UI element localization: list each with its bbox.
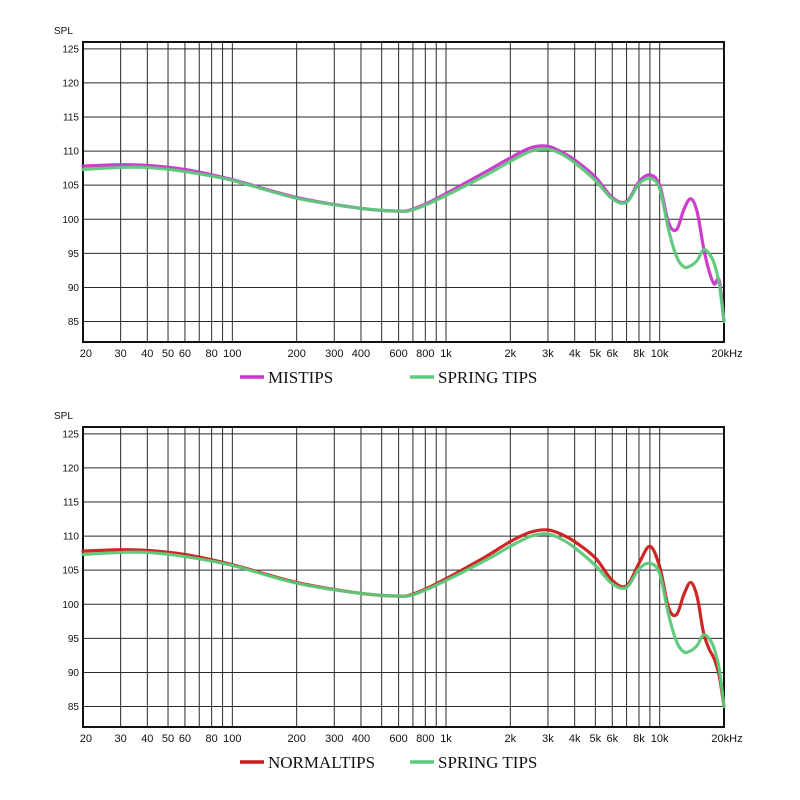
y-tick-label: 90 (68, 283, 80, 294)
x-tick-label: 8k (633, 348, 645, 360)
x-tick-label: 5k (590, 733, 602, 745)
x-tick-label: 300 (325, 348, 343, 360)
chart-normaltips-vs-spring-tips: SPL 85 90 95 100 105 110 115 120 125 20 30 40 50 60 80 1… (54, 411, 743, 772)
x-tick-label: 100 (223, 348, 241, 360)
x-tick-label: 600 (389, 733, 407, 745)
y-tick-label: 100 (62, 215, 79, 226)
x-tick-label: 200 (287, 348, 305, 360)
y-tick-label: 120 (62, 78, 79, 89)
x-tick-label: 3k (542, 348, 554, 360)
y-tick-label: 110 (63, 147, 79, 158)
legend-label: SPRING TIPS (438, 368, 537, 387)
x-tick-label: 10k (651, 348, 669, 360)
x-tick-label: 60 (179, 348, 191, 360)
chart-mistips-vs-spring-tips: SPL 85 90 95 100 105 110 115 120 125 20 30 40 50 60 80 1… (54, 26, 743, 387)
x-tick-label: 20 (80, 733, 92, 745)
x-tick-label: 30 (114, 348, 126, 360)
x-tick-label: 6k (606, 348, 618, 360)
y-tick-label: 85 (68, 702, 80, 713)
x-tick-label: 80 (206, 348, 218, 360)
x-tick-label: 300 (325, 733, 343, 745)
x-tick-label: 4k (569, 348, 581, 360)
x-tick-label: 20kHz (711, 733, 742, 745)
y-tick-label: 85 (68, 317, 80, 328)
x-tick-label: 400 (352, 733, 370, 745)
series-line-spring-tips (81, 532, 726, 709)
plot-frame (82, 41, 725, 343)
x-tick-label: 800 (416, 733, 434, 745)
x-tick-label: 40 (141, 348, 153, 360)
y-tick-label: 105 (62, 566, 79, 577)
x-tick-label: 50 (162, 348, 174, 360)
x-tick-label: 4k (569, 733, 581, 745)
plot-frame (82, 426, 725, 728)
x-tick-label: 3k (542, 733, 554, 745)
x-tick-label: 2k (505, 733, 517, 745)
series-line-spring-tips (81, 147, 726, 324)
x-tick-label: 60 (179, 733, 191, 745)
legend-label: NORMALTIPS (268, 753, 375, 772)
x-tick-label: 2k (505, 348, 517, 360)
y-tick-label: 100 (62, 600, 79, 611)
y-tick-label: 115 (63, 498, 79, 509)
y-tick-label: 105 (62, 181, 79, 192)
x-tick-label: 80 (206, 733, 218, 745)
y-tick-label: 120 (62, 463, 79, 474)
y-tick-label: 95 (68, 634, 80, 645)
x-tick-label: 40 (141, 733, 153, 745)
legend-label: SPRING TIPS (438, 753, 537, 772)
x-tick-label: 1k (440, 733, 452, 745)
legend-label: MISTIPS (268, 368, 333, 387)
x-tick-label: 1k (440, 348, 452, 360)
y-tick-label: 110 (63, 532, 79, 543)
x-tick-label: 8k (633, 733, 645, 745)
x-tick-label: 50 (162, 733, 174, 745)
y-tick-label: 90 (68, 668, 80, 679)
y-axis-label: SPL (54, 26, 73, 37)
y-tick-label: 115 (63, 113, 79, 124)
y-axis-label: SPL (54, 411, 73, 422)
x-tick-label: 6k (606, 733, 618, 745)
x-tick-label: 100 (223, 733, 241, 745)
y-tick-label: 95 (68, 249, 80, 260)
x-tick-label: 5k (590, 348, 602, 360)
y-tick-label: 125 (62, 429, 79, 440)
x-tick-label: 200 (287, 733, 305, 745)
x-tick-label: 20kHz (711, 348, 742, 360)
y-tick-label: 125 (62, 44, 79, 55)
x-tick-label: 800 (416, 348, 434, 360)
x-tick-label: 10k (651, 733, 669, 745)
x-tick-label: 400 (352, 348, 370, 360)
x-tick-label: 600 (389, 348, 407, 360)
x-tick-label: 30 (114, 733, 126, 745)
x-tick-label: 20 (80, 348, 92, 360)
